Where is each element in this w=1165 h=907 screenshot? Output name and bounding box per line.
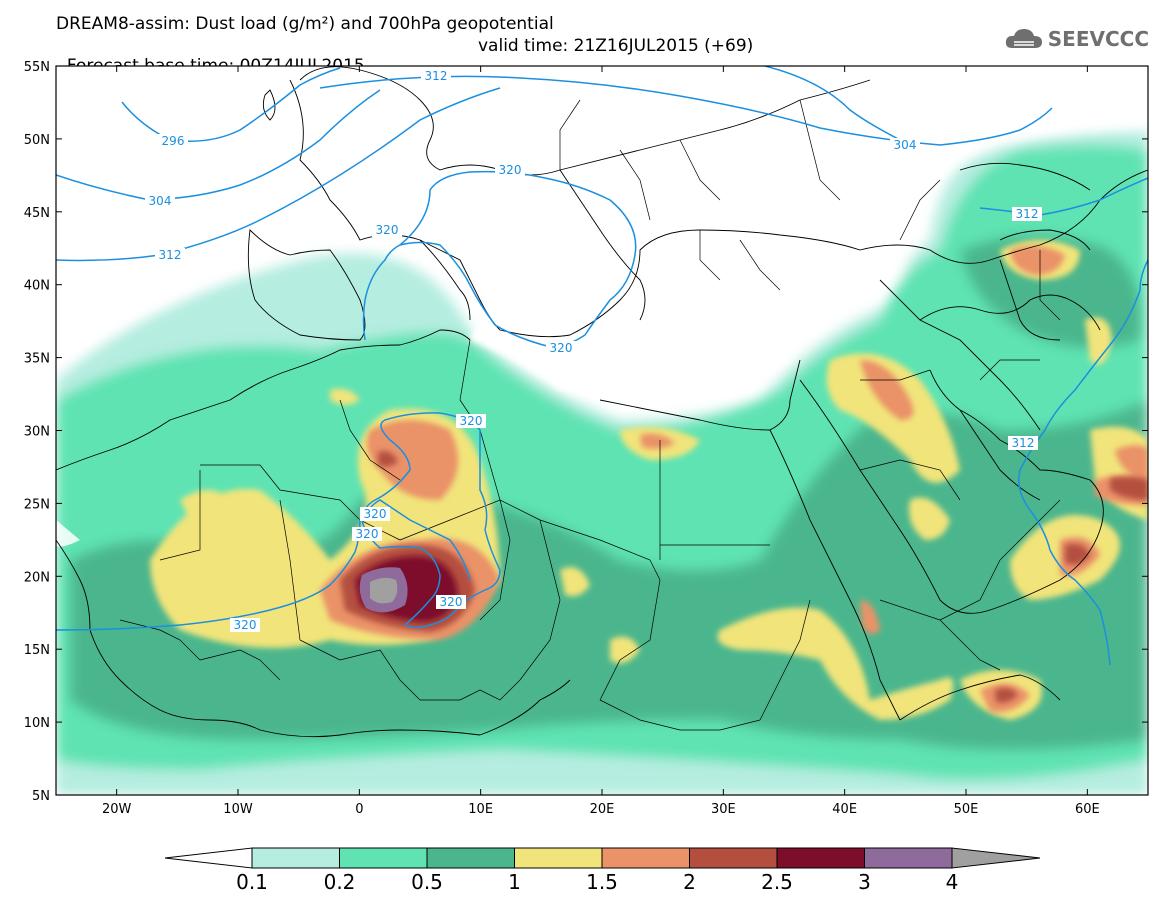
lat-label: 10N — [24, 716, 50, 731]
dust-field — [56, 66, 1148, 795]
svg-text:320: 320 — [550, 341, 573, 355]
contour-label: 296 — [158, 134, 188, 148]
colorbar-tick-label: 2 — [683, 870, 696, 894]
contour-label: 312 — [1012, 207, 1042, 221]
country-borders — [119, 99, 1061, 731]
contour-label: 304 — [890, 138, 920, 152]
lat-label: 25N — [24, 497, 50, 512]
contour-label: 320 — [546, 341, 576, 355]
lat-label: 15N — [24, 643, 50, 658]
cloud-icon — [1005, 29, 1042, 48]
svg-text:320: 320 — [364, 507, 387, 521]
svg-text:320: 320 — [356, 527, 379, 541]
seevccc-logo: SEEVCCC — [1004, 26, 1149, 52]
contour-label: 320 — [436, 595, 466, 609]
colorbar-swatch — [251, 847, 340, 869]
valid-time: valid time: 21Z16JUL2015 (+69) — [478, 36, 754, 56]
colorbar-tick-label: 4 — [946, 870, 959, 894]
lat-label: 35N — [24, 352, 50, 367]
lon-label: 20W — [102, 802, 132, 817]
svg-text:312: 312 — [1012, 436, 1035, 450]
colorbar-tick-label: 1 — [508, 870, 521, 894]
longitude-axis: 20W 10W 0 10E 20E 30E 40E 50E 60E — [102, 66, 1100, 817]
colorbar-tick-label: 0.5 — [411, 870, 443, 894]
contour-label: 320 — [456, 414, 486, 428]
colorbar-swatch — [339, 847, 428, 869]
svg-text:312: 312 — [1016, 207, 1039, 221]
lon-label: 0 — [355, 802, 363, 817]
svg-text:312: 312 — [425, 69, 448, 83]
lat-label: 45N — [24, 206, 50, 221]
colorbar-swatch — [514, 847, 603, 869]
lat-label: 40N — [24, 279, 50, 294]
lon-label: 30E — [711, 802, 736, 817]
latitude-axis: 55N 50N 45N 40N 35N 30N 25N 20N 15N 10N 5N — [24, 60, 1148, 804]
colorbar-over-arrow — [951, 847, 1041, 869]
contour-label: 312 — [421, 69, 451, 83]
contour-label: 312 — [1008, 436, 1038, 450]
contour-label: 320 — [360, 507, 390, 521]
lat-label: 55N — [24, 60, 50, 75]
svg-text:304: 304 — [149, 194, 172, 208]
svg-text:320: 320 — [460, 414, 483, 428]
lat-label: 5N — [32, 789, 50, 804]
contour-label: 304 — [145, 194, 175, 208]
lon-label: 10E — [468, 802, 493, 817]
colorbar-tick-label: 0.1 — [236, 870, 268, 894]
colorbar-tick-label: 0.2 — [324, 870, 356, 894]
contour-label: 320 — [352, 527, 382, 541]
colorbar-swatch — [864, 847, 953, 869]
lat-label: 20N — [24, 570, 50, 585]
lon-label: 60E — [1075, 802, 1100, 817]
svg-text:296: 296 — [162, 134, 185, 148]
logo-text: SEEVCCC — [1047, 27, 1149, 51]
lat-label: 50N — [24, 133, 50, 148]
colorbar-tick-label: 3 — [858, 870, 871, 894]
colorbar-tick-label: 1.5 — [586, 870, 618, 894]
colorbar-swatch — [601, 847, 690, 869]
svg-text:320: 320 — [440, 595, 463, 609]
colorbar-under-arrow — [164, 847, 253, 869]
contour-label: 320 — [495, 163, 525, 177]
colorbar-swatch — [426, 847, 515, 869]
svg-text:320: 320 — [376, 223, 399, 237]
lat-label: 30N — [24, 425, 50, 440]
contour-label: 312 — [155, 248, 185, 262]
map-title: DREAM8-assim: Dust load (g/m²) and 700hP… — [56, 14, 554, 34]
contour-label: 320 — [230, 618, 260, 632]
svg-text:312: 312 — [159, 248, 182, 262]
lon-label: 20E — [590, 802, 615, 817]
lon-label: 40E — [832, 802, 857, 817]
contour-labels: 312 296 304 312 320 320 320 320 320 320 … — [145, 69, 1042, 632]
colorbar-tick-label: 2.5 — [761, 870, 793, 894]
lon-label: 50E — [954, 802, 979, 817]
colorbar-swatch — [776, 847, 865, 869]
contour-label: 320 — [372, 223, 402, 237]
svg-text:320: 320 — [499, 163, 522, 177]
svg-text:304: 304 — [894, 138, 917, 152]
colorbar-swatch — [689, 847, 778, 869]
svg-text:320: 320 — [234, 618, 257, 632]
lon-label: 10W — [223, 802, 253, 817]
